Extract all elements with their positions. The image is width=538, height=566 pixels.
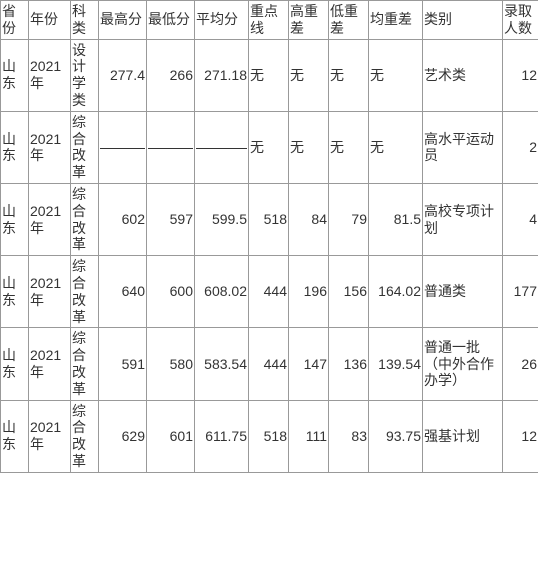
col-header-min: 最低分 [147,1,195,40]
cell-max [99,111,147,183]
cell-highdiff: 无 [289,39,329,111]
admission-table: 省份 年份 科类 最高分 最低分 平均分 重点线 高重差 低重差 均重差 类别 … [0,0,538,473]
cell-category: 高校专项计划 [423,183,503,255]
table-row: 山东2021年综合改革640600608.02444196156164.02普通… [1,256,538,328]
cell-category: 艺术类 [423,39,503,111]
cell-subject: 综合改革 [71,328,99,400]
cell-avgdiff: 81.5 [369,183,423,255]
table-body: 山东2021年设计学类277.4266271.18无无无无艺术类12山东2021… [1,39,538,472]
col-header-avgdiff: 均重差 [369,1,423,40]
cell-category: 高水平运动员 [423,111,503,183]
cell-min: 601 [147,400,195,472]
table-row: 山东2021年综合改革无无无无高水平运动员2 [1,111,538,183]
cell-min: 600 [147,256,195,328]
cell-highdiff: 147 [289,328,329,400]
cell-count: 177 [503,256,538,328]
cell-year: 2021年 [29,328,71,400]
cell-lowdiff: 无 [329,111,369,183]
cell-max: 277.4 [99,39,147,111]
cell-keyline: 518 [249,183,289,255]
cell-subject: 综合改革 [71,111,99,183]
cell-min: 580 [147,328,195,400]
cell-subject: 综合改革 [71,183,99,255]
col-header-avg: 平均分 [195,1,249,40]
cell-avg: 608.02 [195,256,249,328]
dash-icon [100,148,145,149]
col-header-keyline: 重点线 [249,1,289,40]
cell-keyline: 无 [249,39,289,111]
cell-min: 597 [147,183,195,255]
cell-category: 普通一批（中外合作办学） [423,328,503,400]
col-header-lowdiff: 低重差 [329,1,369,40]
cell-max: 591 [99,328,147,400]
dash-icon [196,148,247,149]
cell-province: 山东 [1,39,29,111]
cell-lowdiff: 136 [329,328,369,400]
cell-avgdiff: 139.54 [369,328,423,400]
cell-year: 2021年 [29,111,71,183]
cell-category: 普通类 [423,256,503,328]
cell-province: 山东 [1,328,29,400]
cell-year: 2021年 [29,39,71,111]
cell-year: 2021年 [29,400,71,472]
cell-highdiff: 84 [289,183,329,255]
cell-count: 26 [503,328,538,400]
table-row: 山东2021年设计学类277.4266271.18无无无无艺术类12 [1,39,538,111]
cell-count: 4 [503,183,538,255]
cell-province: 山东 [1,256,29,328]
cell-count: 12 [503,39,538,111]
cell-highdiff: 111 [289,400,329,472]
cell-keyline: 444 [249,328,289,400]
cell-subject: 设计学类 [71,39,99,111]
cell-avg: 583.54 [195,328,249,400]
cell-count: 2 [503,111,538,183]
col-header-subject: 科类 [71,1,99,40]
col-header-highdiff: 高重差 [289,1,329,40]
cell-subject: 综合改革 [71,256,99,328]
cell-province: 山东 [1,400,29,472]
cell-avg: 599.5 [195,183,249,255]
cell-keyline: 无 [249,111,289,183]
cell-subject: 综合改革 [71,400,99,472]
table-row: 山东2021年综合改革629601611.755181118393.75强基计划… [1,400,538,472]
table-header: 省份 年份 科类 最高分 最低分 平均分 重点线 高重差 低重差 均重差 类别 … [1,1,538,40]
cell-lowdiff: 无 [329,39,369,111]
cell-min: 266 [147,39,195,111]
col-header-category: 类别 [423,1,503,40]
cell-avgdiff: 无 [369,111,423,183]
cell-avg [195,111,249,183]
cell-keyline: 518 [249,400,289,472]
cell-min [147,111,195,183]
col-header-count: 录取人数 [503,1,538,40]
cell-avgdiff: 164.02 [369,256,423,328]
cell-max: 640 [99,256,147,328]
cell-highdiff: 196 [289,256,329,328]
cell-avgdiff: 93.75 [369,400,423,472]
cell-year: 2021年 [29,256,71,328]
cell-avg: 271.18 [195,39,249,111]
cell-lowdiff: 83 [329,400,369,472]
cell-max: 629 [99,400,147,472]
col-header-province: 省份 [1,1,29,40]
table-row: 山东2021年综合改革591580583.54444147136139.54普通… [1,328,538,400]
col-header-year: 年份 [29,1,71,40]
cell-category: 强基计划 [423,400,503,472]
dash-icon [148,148,193,149]
col-header-max: 最高分 [99,1,147,40]
cell-avgdiff: 无 [369,39,423,111]
cell-lowdiff: 79 [329,183,369,255]
table-row: 山东2021年综合改革602597599.5518847981.5高校专项计划4 [1,183,538,255]
cell-max: 602 [99,183,147,255]
cell-keyline: 444 [249,256,289,328]
cell-province: 山东 [1,183,29,255]
cell-province: 山东 [1,111,29,183]
cell-highdiff: 无 [289,111,329,183]
cell-avg: 611.75 [195,400,249,472]
header-row: 省份 年份 科类 最高分 最低分 平均分 重点线 高重差 低重差 均重差 类别 … [1,1,538,40]
cell-year: 2021年 [29,183,71,255]
cell-lowdiff: 156 [329,256,369,328]
cell-count: 12 [503,400,538,472]
